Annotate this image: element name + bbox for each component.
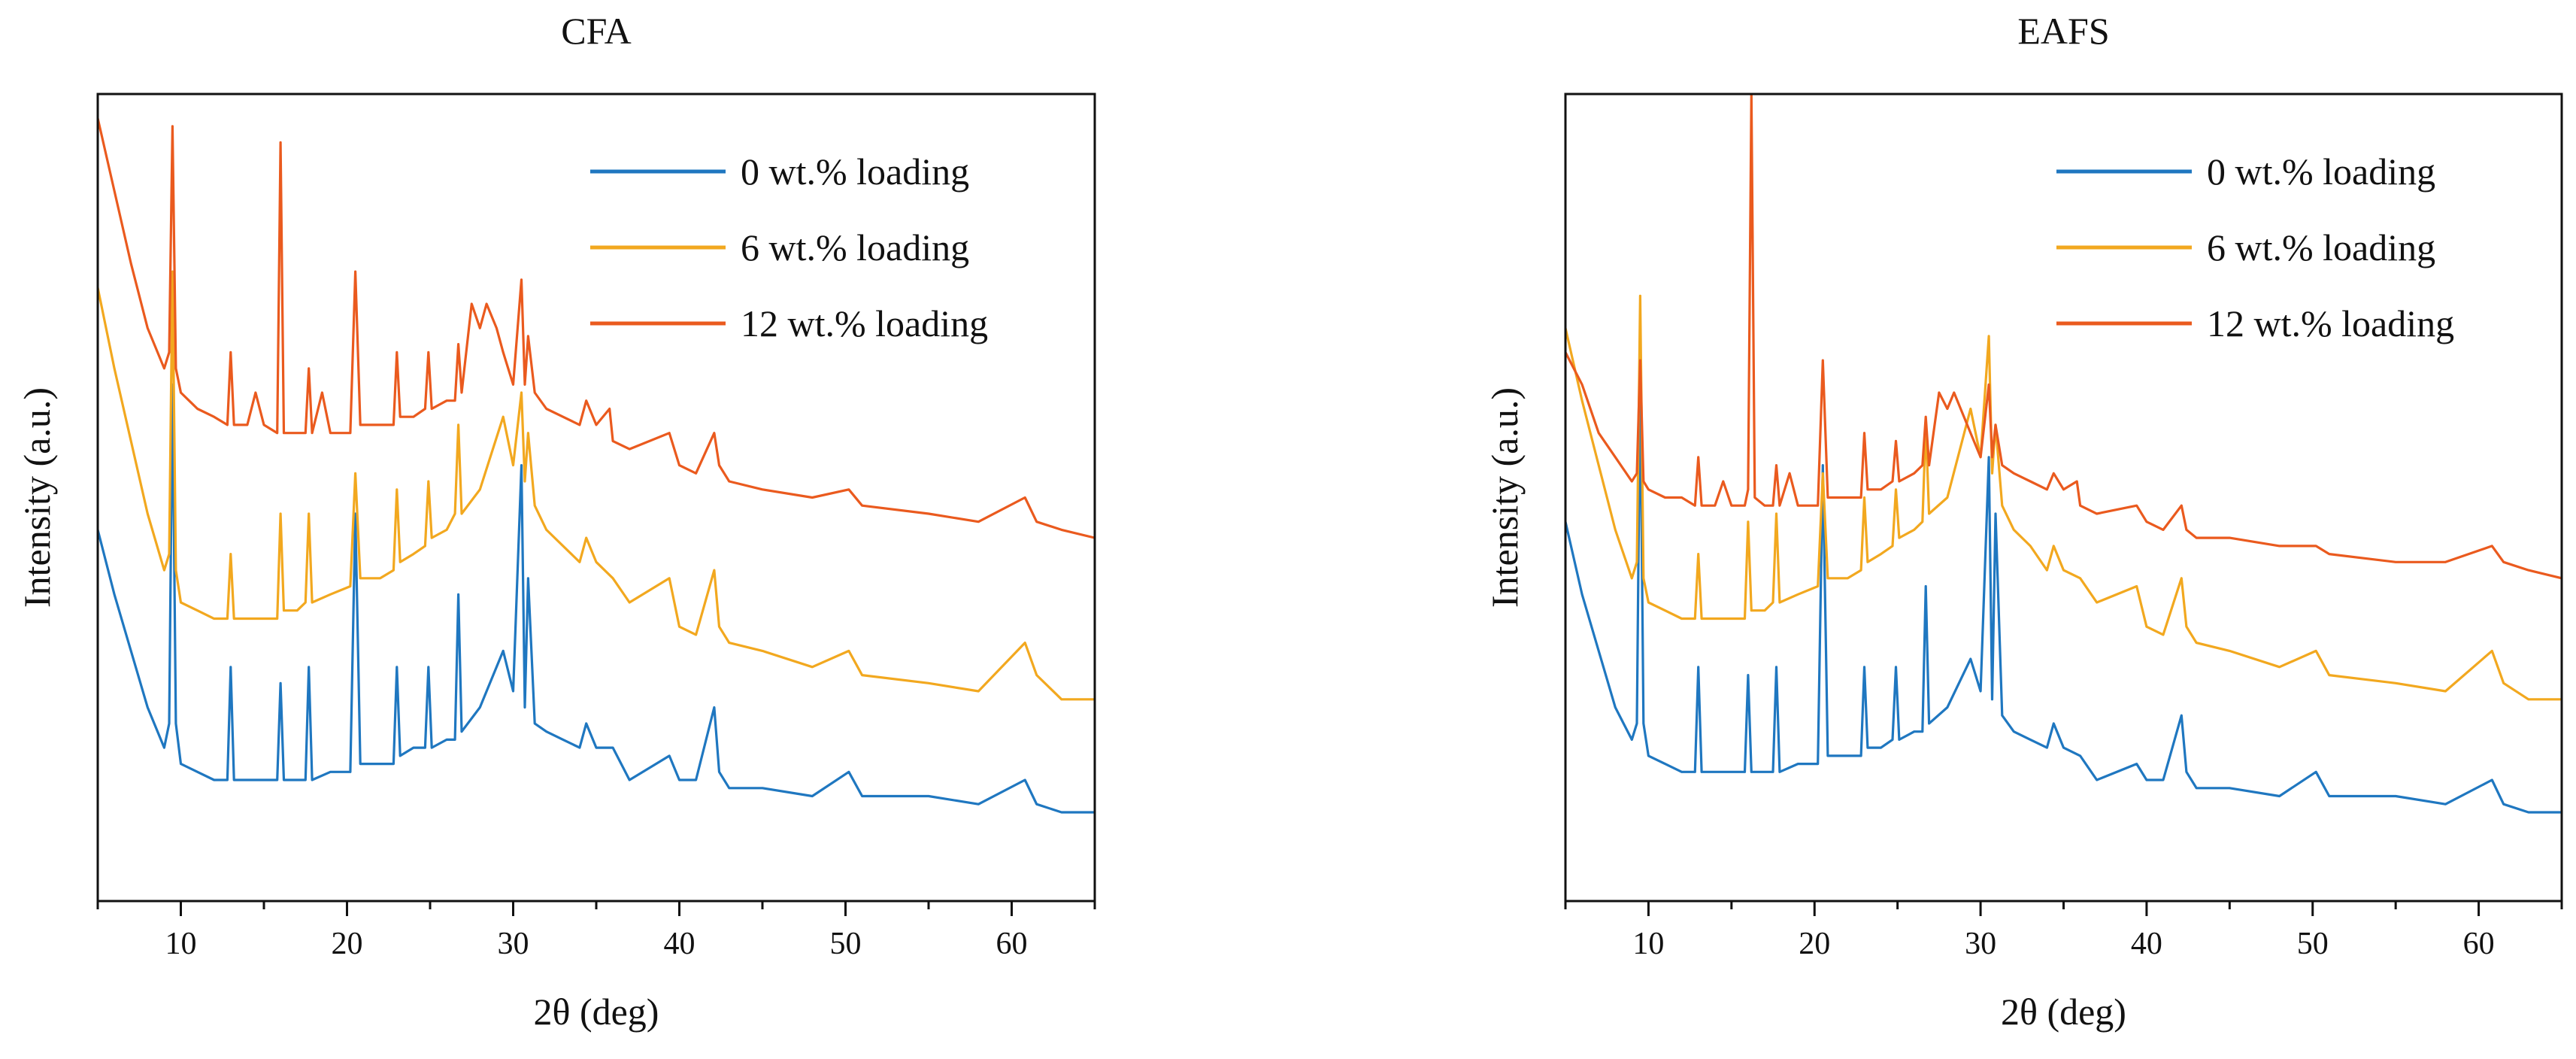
series-line-6-wt-loading — [1565, 294, 2562, 701]
y-axis-label: Intensity (a.u.) — [1483, 387, 1526, 608]
x-tick-label: 40 — [2131, 927, 2162, 961]
x-tick-label: 20 — [332, 927, 363, 961]
x-tick-label: 20 — [1799, 927, 1830, 961]
legend-label: 12 wt.% loading — [2207, 302, 2454, 344]
y-axis-label: Intensity (a.u.) — [16, 387, 58, 608]
legend-label: 6 wt.% loading — [741, 226, 969, 269]
series-line-6-wt-loading — [98, 270, 1095, 701]
series-group — [1565, 94, 2562, 814]
x-axis-label: 2θ (deg) — [534, 991, 659, 1033]
legend: 0 wt.% loading 6 wt.% loading 12 wt.% load… — [590, 150, 988, 344]
series-line-12-wt-loading — [98, 117, 1095, 539]
x-tick-label: 30 — [498, 927, 529, 961]
x-tick-label: 60 — [2463, 927, 2495, 961]
x-axis: 10 20 30 40 50 60 — [96, 901, 1096, 961]
series-line-0-wt-loading — [1565, 375, 2562, 814]
x-tick-label: 30 — [1965, 927, 1996, 961]
legend-label: 0 wt.% loading — [741, 150, 969, 193]
legend-label: 0 wt.% loading — [2207, 150, 2435, 193]
legend: 0 wt.% loading 6 wt.% loading 12 wt.% load… — [2056, 150, 2454, 344]
x-axis: 10 20 30 40 50 60 — [1564, 901, 2563, 961]
x-tick-label: 10 — [165, 927, 197, 961]
series-line-0-wt-loading — [98, 383, 1095, 814]
series-group — [98, 117, 1095, 814]
chart-title: CFA — [561, 10, 632, 52]
x-tick-label: 50 — [830, 927, 862, 961]
x-tick-label: 40 — [664, 927, 696, 961]
x-tick-label: 50 — [2297, 927, 2329, 961]
series-line-12-wt-loading — [1565, 94, 2562, 580]
x-tick-label: 10 — [1632, 927, 1664, 961]
x-axis-label: 2θ (deg) — [2001, 991, 2126, 1033]
chart-panel-eafs: EAFS 10 20 30 40 50 60 2θ (deg) Intensity (a.u.)… — [1483, 10, 2563, 1033]
chart-title: EAFS — [2017, 10, 2109, 52]
plot-frame — [1564, 93, 2563, 903]
legend-label: 6 wt.% loading — [2207, 226, 2435, 269]
legend-label: 12 wt.% loading — [741, 302, 988, 344]
chart-panel-cfa: CFA 10 20 30 40 50 60 2θ (deg) Intensity (a.u.) 0… — [16, 10, 1096, 1033]
x-tick-label: 60 — [996, 927, 1028, 961]
